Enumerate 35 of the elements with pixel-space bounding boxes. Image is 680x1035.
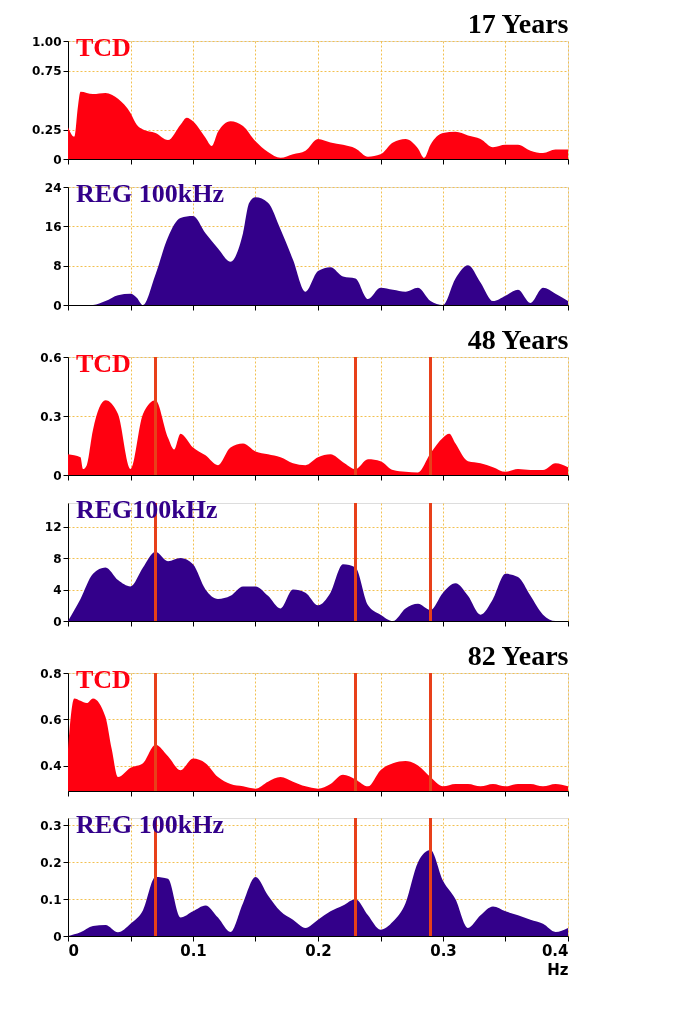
x-tick-label: 0.1 [180,941,207,960]
y-tick-label: 0.2 [40,855,62,870]
y-tick-label: 4 [53,583,62,598]
x-tick-label: 0.2 [305,941,332,960]
y-tick-label: 0 [53,468,62,483]
y-tick-label: 8 [53,259,62,274]
y-tick-label: 0.8 [40,666,62,681]
y-tick-label: 0 [53,298,62,313]
series-label: TCD [76,665,131,694]
y-tick-label: 24 [44,180,62,195]
y-tick-label: 8 [53,551,62,566]
y-tick-label: 0.6 [40,712,62,727]
x-tick-label: 0.3 [430,941,457,960]
y-tick-label: 0 [53,152,62,167]
y-tick-label: 0.25 [31,123,62,137]
y-tick-label: 0.3 [40,409,62,424]
chart-title: 82 Years [467,640,569,671]
chart-title: 17 Years [467,8,569,39]
series-label: REG 100kHz [76,179,225,208]
y-tick-label: 1.00 [31,34,62,49]
y-tick-label: 0.6 [40,350,62,365]
y-tick-label: 16 [44,219,62,234]
x-tick-label: 0 [68,941,79,960]
x-axis-title: Hz [547,960,569,979]
x-tick-label: 0.4 [541,941,569,960]
y-tick-label: 0 [53,929,62,944]
y-tick-label: 0.4 [40,759,62,774]
series-label: TCD [76,349,131,378]
y-tick-label: 0 [53,614,62,629]
y-tick-label: 0.75 [31,64,62,78]
y-tick-label: 12 [44,520,62,535]
y-tick-label: 0.3 [40,818,62,833]
series-label: TCD [76,33,131,62]
chart-title: 48 Years [467,324,569,355]
y-tick-label: 0.1 [40,892,62,907]
